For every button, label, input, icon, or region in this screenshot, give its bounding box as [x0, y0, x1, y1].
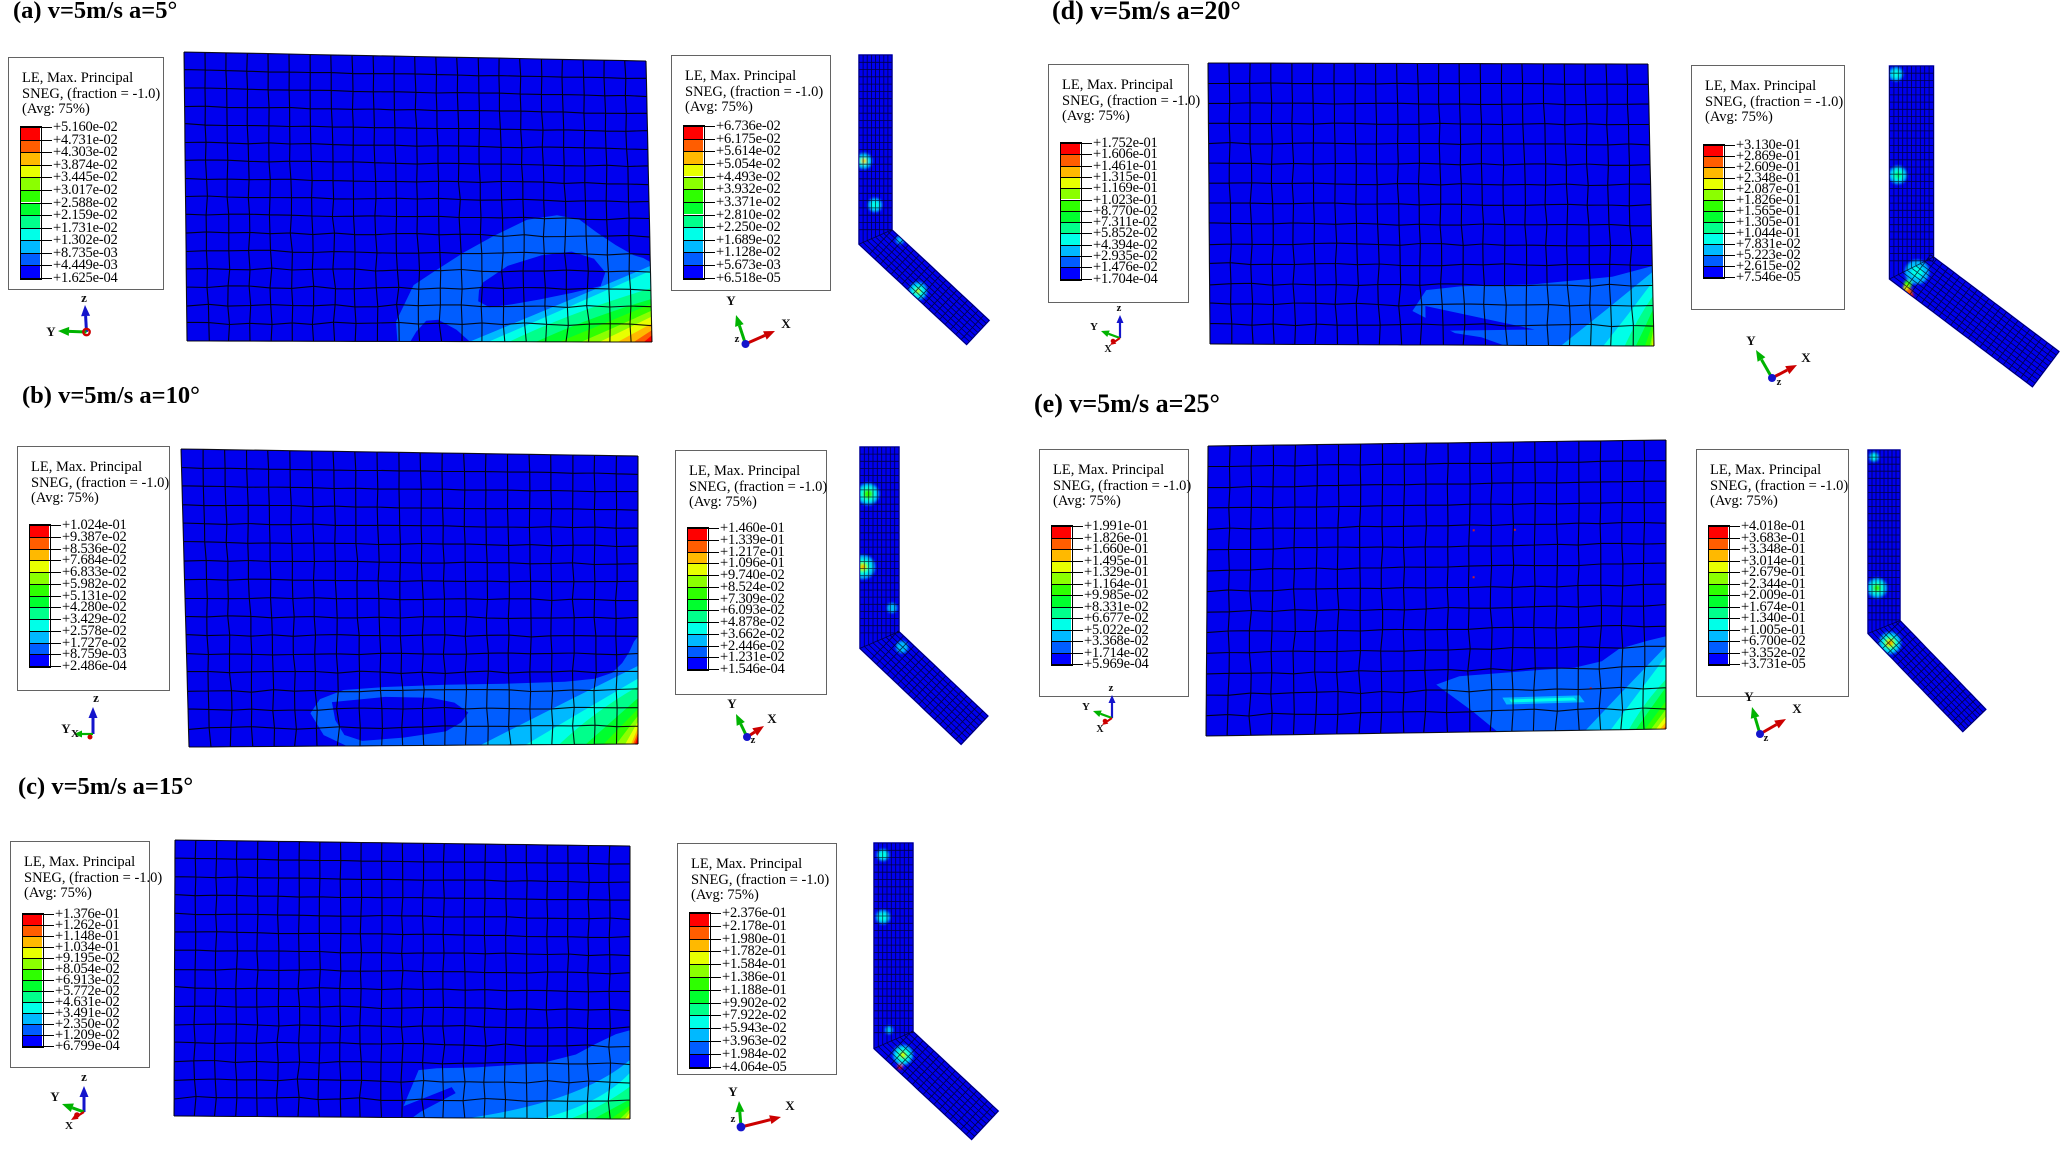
svg-text:X: X: [1792, 701, 1802, 716]
svg-text:z: z: [93, 690, 99, 705]
svg-text:Y: Y: [1082, 701, 1090, 713]
svg-text:Y: Y: [1090, 321, 1098, 333]
svg-text:X: X: [1096, 724, 1104, 735]
svg-text:X: X: [65, 1120, 73, 1132]
svg-text:z: z: [1109, 682, 1114, 694]
svg-text:z: z: [1777, 376, 1782, 388]
svg-text:X: X: [781, 316, 791, 331]
svg-text:X: X: [785, 1098, 795, 1113]
svg-text:Y: Y: [46, 324, 56, 339]
svg-text:z: z: [1117, 302, 1122, 314]
svg-text:X: X: [767, 711, 777, 726]
svg-text:z: z: [751, 734, 756, 746]
svg-text:Y: Y: [1746, 333, 1756, 348]
svg-text:z: z: [81, 1069, 87, 1084]
svg-text:X: X: [1801, 350, 1811, 365]
svg-text:z: z: [735, 333, 740, 345]
svg-text:Y: Y: [1744, 689, 1754, 704]
svg-text:X: X: [1104, 344, 1112, 355]
svg-text:z: z: [731, 1113, 736, 1125]
svg-text:z: z: [1764, 732, 1769, 744]
svg-text:X: X: [71, 728, 79, 740]
svg-text:z: z: [81, 290, 87, 305]
svg-text:Y: Y: [61, 721, 71, 736]
svg-text:Y: Y: [50, 1089, 60, 1104]
svg-text:Y: Y: [726, 293, 736, 308]
svg-text:Y: Y: [727, 696, 737, 711]
svg-text:Y: Y: [728, 1084, 738, 1099]
